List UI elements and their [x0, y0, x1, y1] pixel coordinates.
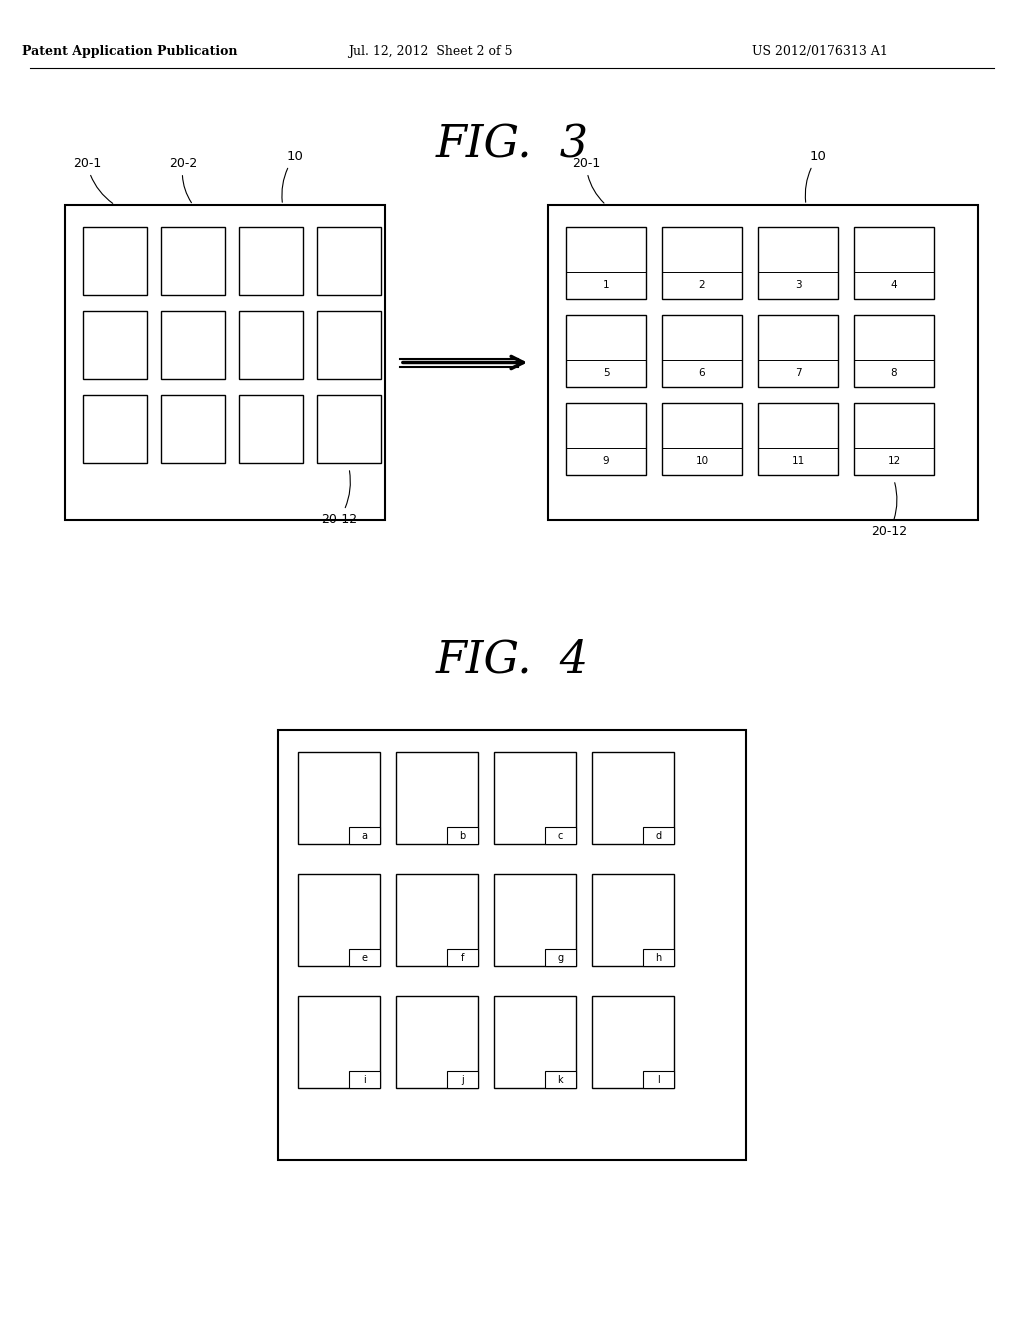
Text: 8: 8 — [891, 368, 897, 379]
Text: g: g — [557, 953, 563, 962]
Bar — [161, 312, 225, 379]
Bar — [396, 752, 478, 843]
Text: 4: 4 — [891, 280, 897, 290]
Bar — [446, 949, 478, 966]
Bar — [592, 752, 674, 843]
Bar — [494, 752, 575, 843]
Text: 10: 10 — [805, 150, 826, 202]
Bar — [239, 312, 303, 379]
Bar — [349, 828, 380, 843]
Bar — [298, 997, 380, 1088]
Bar — [278, 730, 746, 1160]
Bar — [566, 227, 646, 300]
Bar — [592, 997, 674, 1088]
Bar — [317, 227, 381, 294]
Bar — [396, 997, 478, 1088]
Bar — [662, 403, 742, 475]
Bar — [758, 403, 838, 475]
Text: 2: 2 — [698, 280, 706, 290]
Bar — [854, 403, 934, 475]
Bar — [545, 949, 575, 966]
Text: US 2012/0176313 A1: US 2012/0176313 A1 — [752, 45, 888, 58]
Text: d: d — [655, 830, 662, 841]
Text: 20-1: 20-1 — [571, 157, 604, 203]
Bar — [854, 227, 934, 300]
Bar — [758, 227, 838, 300]
Bar — [349, 1072, 380, 1088]
Bar — [662, 315, 742, 387]
Text: FIG.  4: FIG. 4 — [435, 639, 589, 681]
Text: 1: 1 — [603, 280, 609, 290]
Bar — [643, 828, 674, 843]
Text: 20-1: 20-1 — [73, 157, 113, 203]
Bar — [83, 395, 147, 463]
Text: l: l — [657, 1074, 659, 1085]
Bar — [349, 949, 380, 966]
Text: 11: 11 — [792, 457, 805, 466]
Text: Patent Application Publication: Patent Application Publication — [23, 45, 238, 58]
Text: f: f — [461, 953, 464, 962]
Text: a: a — [361, 830, 368, 841]
Text: h: h — [655, 953, 662, 962]
Bar — [161, 227, 225, 294]
Bar — [643, 1072, 674, 1088]
Text: 10: 10 — [695, 457, 709, 466]
Bar — [239, 395, 303, 463]
Text: 12: 12 — [888, 457, 901, 466]
Text: i: i — [364, 1074, 366, 1085]
Bar — [662, 227, 742, 300]
Text: c: c — [558, 830, 563, 841]
Text: 3: 3 — [795, 280, 802, 290]
Text: b: b — [460, 830, 466, 841]
Bar — [566, 403, 646, 475]
Bar — [566, 315, 646, 387]
Bar — [494, 874, 575, 966]
Bar — [545, 828, 575, 843]
Text: 7: 7 — [795, 368, 802, 379]
Bar — [854, 315, 934, 387]
Text: 10: 10 — [282, 150, 303, 202]
Bar — [446, 828, 478, 843]
Bar — [298, 752, 380, 843]
Bar — [494, 997, 575, 1088]
Bar — [83, 312, 147, 379]
Bar — [446, 1072, 478, 1088]
Bar — [83, 227, 147, 294]
Text: k: k — [558, 1074, 563, 1085]
Bar — [545, 1072, 575, 1088]
Bar — [298, 874, 380, 966]
Text: Jul. 12, 2012  Sheet 2 of 5: Jul. 12, 2012 Sheet 2 of 5 — [348, 45, 512, 58]
Bar — [65, 205, 385, 520]
Text: e: e — [361, 953, 368, 962]
Bar — [592, 874, 674, 966]
Text: 6: 6 — [698, 368, 706, 379]
Bar — [643, 949, 674, 966]
Text: 9: 9 — [603, 457, 609, 466]
Bar — [396, 874, 478, 966]
Text: 20-12: 20-12 — [871, 483, 907, 539]
Bar — [548, 205, 978, 520]
Text: 20-2: 20-2 — [169, 157, 198, 203]
Text: FIG.  3: FIG. 3 — [435, 123, 589, 166]
Bar — [317, 395, 381, 463]
Bar — [239, 227, 303, 294]
Bar — [758, 315, 838, 387]
Text: 20-12: 20-12 — [321, 471, 357, 525]
Bar — [317, 312, 381, 379]
Bar — [161, 395, 225, 463]
Text: 5: 5 — [603, 368, 609, 379]
Text: j: j — [461, 1074, 464, 1085]
